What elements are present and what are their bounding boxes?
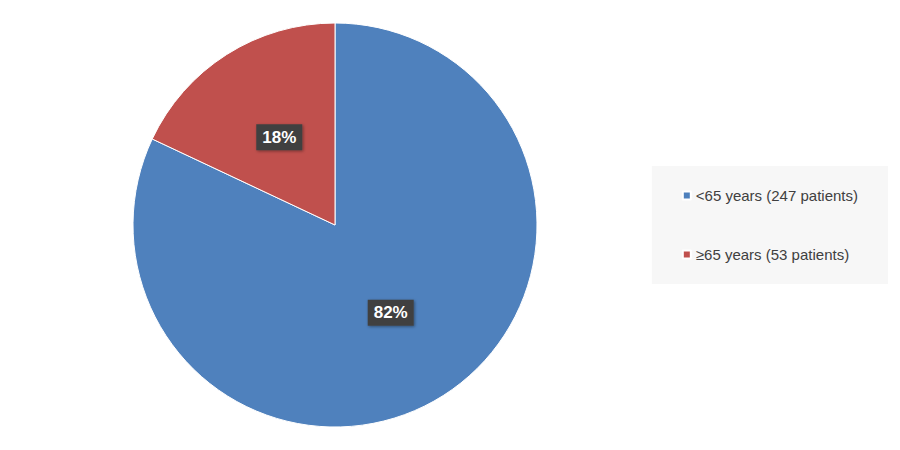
svg-text:82%: 82% (374, 303, 408, 322)
svg-text:18%: 18% (262, 128, 296, 147)
svg-text:<65 years (247 patients): <65 years (247 patients) (696, 187, 858, 204)
svg-text:≥65 years (53 patients): ≥65 years (53 patients) (696, 246, 849, 263)
